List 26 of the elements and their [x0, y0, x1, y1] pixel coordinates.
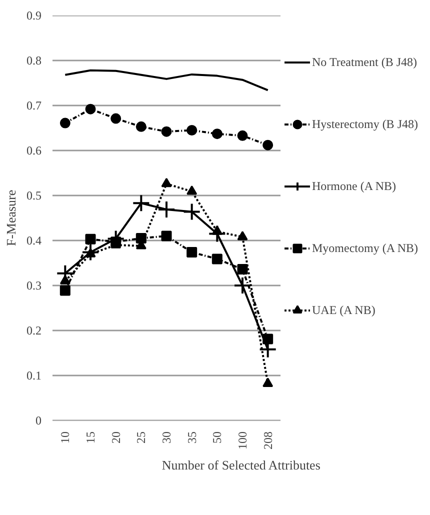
y-axis-title: F-Measure — [4, 190, 18, 246]
legend-label: No Treatment (B J48) — [312, 54, 417, 70]
y-tick-label: 0.2 — [26, 324, 42, 338]
x-tick-label: 50 — [210, 432, 224, 444]
x-tick-label: 100 — [236, 432, 250, 450]
x-tick-label: 35 — [184, 432, 199, 444]
x-tick-label: 30 — [160, 432, 174, 444]
legend-label: Hysterectomy (B J48) — [312, 116, 418, 132]
y-tick-label: 0.6 — [26, 144, 42, 158]
y-tick-label: 0.7 — [26, 98, 42, 112]
x-axis-title: Number of Selected Attributes — [162, 458, 320, 472]
legend-label: Hormone (A NB) — [312, 178, 396, 194]
y-tick-label: 0.3 — [26, 278, 42, 292]
y-tick-label: 0.1 — [26, 368, 42, 382]
legend-label: UAE (A NB) — [312, 302, 376, 318]
y-tick-label: 0.8 — [26, 54, 42, 68]
x-tick-label: 208 — [260, 432, 275, 450]
legend-label: Myomectomy (A NB) — [312, 240, 418, 256]
x-tick-label: 15 — [84, 432, 98, 444]
x-tick-label: 10 — [58, 432, 72, 444]
y-tick-label: 0.9 — [26, 8, 42, 22]
x-tick-label: 25 — [134, 432, 148, 444]
x-tick-label: 20 — [108, 432, 123, 444]
y-tick-label: 0.4 — [26, 234, 42, 248]
y-tick-label: 0.5 — [26, 188, 42, 202]
y-tick-label: 0 — [36, 414, 42, 428]
